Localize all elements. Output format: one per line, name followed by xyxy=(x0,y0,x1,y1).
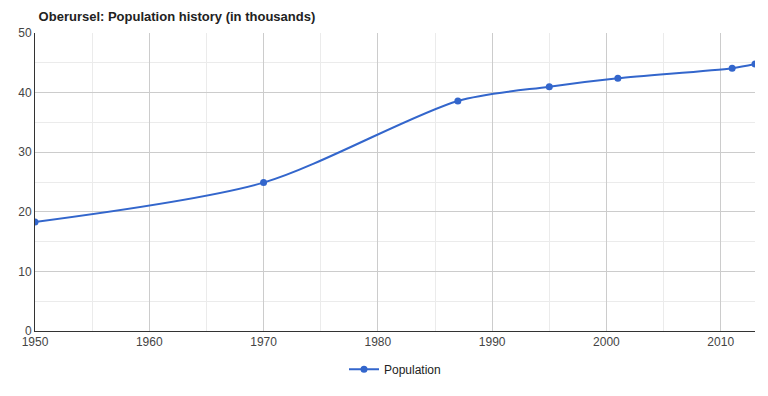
svg-text:0: 0 xyxy=(25,324,32,338)
svg-text:20: 20 xyxy=(18,205,32,219)
svg-text:1980: 1980 xyxy=(365,335,392,349)
svg-text:1970: 1970 xyxy=(250,335,277,349)
svg-text:2010: 2010 xyxy=(707,335,734,349)
svg-text:1960: 1960 xyxy=(136,335,163,349)
svg-text:Oberursel: Population history: Oberursel: Population history (in thousa… xyxy=(39,9,316,24)
svg-text:Population: Population xyxy=(384,363,441,377)
svg-text:50: 50 xyxy=(18,26,32,40)
svg-text:2000: 2000 xyxy=(593,335,620,349)
svg-text:40: 40 xyxy=(18,86,32,100)
svg-text:10: 10 xyxy=(18,265,32,279)
svg-text:1950: 1950 xyxy=(22,335,49,349)
svg-text:30: 30 xyxy=(18,145,32,159)
svg-text:1990: 1990 xyxy=(479,335,506,349)
